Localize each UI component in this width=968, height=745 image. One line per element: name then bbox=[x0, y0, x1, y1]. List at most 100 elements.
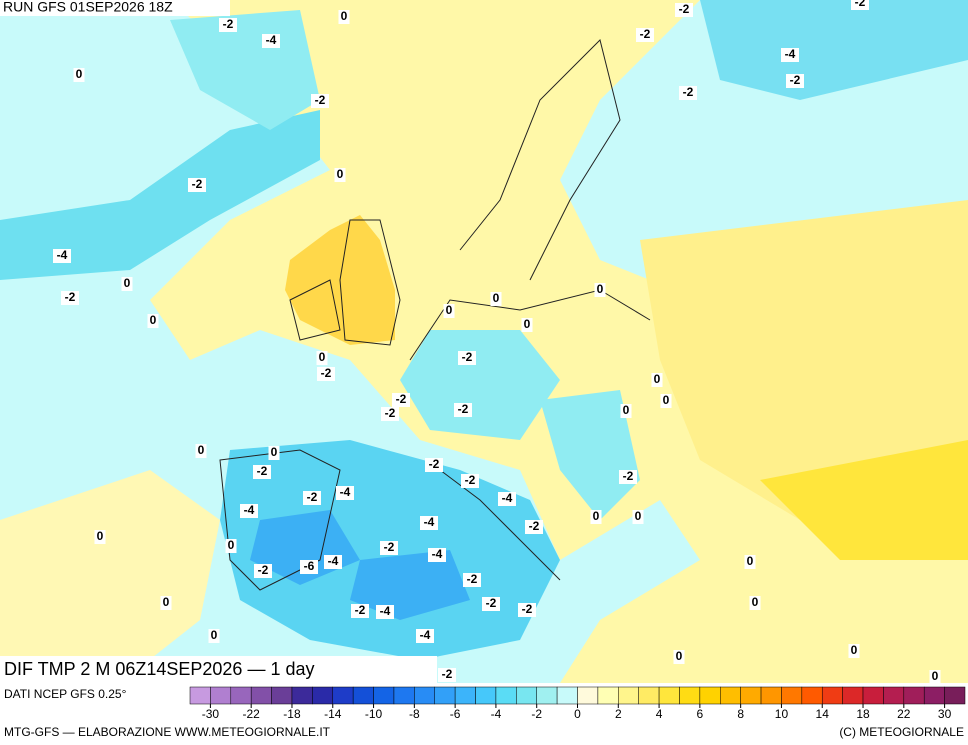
copyright-label: (C) METEOGIORNALE bbox=[839, 725, 964, 739]
contour-label-box bbox=[316, 351, 328, 365]
contour-label-box bbox=[147, 314, 159, 328]
contour-label-box bbox=[303, 491, 321, 505]
colorbar-swatch bbox=[454, 686, 476, 705]
contour-label: -2 bbox=[640, 27, 651, 41]
contour-label-box bbox=[392, 393, 410, 407]
contour-label: 0 bbox=[493, 291, 500, 305]
contour-label-box bbox=[675, 3, 693, 17]
contour-label: -6 bbox=[304, 559, 315, 573]
contour-label-box bbox=[781, 48, 799, 62]
colorbar-swatch bbox=[189, 686, 211, 705]
colorbar-tick-label: -14 bbox=[324, 707, 342, 721]
contour-label-box bbox=[619, 470, 637, 484]
colorbar-tick-label: 2 bbox=[615, 707, 622, 721]
contour-label: 0 bbox=[271, 445, 278, 459]
run-label: RUN GFS 01SEP2026 18Z bbox=[3, 0, 173, 15]
field-label: DIF TMP 2 M 06Z14SEP2026 — 1 day bbox=[4, 659, 314, 679]
coastline bbox=[289, 219, 401, 346]
colorbar-swatch bbox=[393, 686, 415, 705]
contour-label-box bbox=[428, 548, 446, 562]
credit-label: MTG-GFS — ELABORAZIONE WWW.METEOGIORNALE… bbox=[4, 725, 331, 739]
contour-label: -2 bbox=[396, 392, 407, 406]
contour-label-box bbox=[225, 539, 237, 553]
cool-area bbox=[0, 110, 320, 280]
contour-label: 0 bbox=[654, 372, 661, 386]
contour-label-box bbox=[660, 394, 672, 408]
contour-label-box bbox=[61, 291, 79, 305]
contour-label: -4 bbox=[432, 547, 443, 561]
colorbar-swatch bbox=[944, 686, 966, 705]
contour-label: -2 bbox=[623, 469, 634, 483]
colorbar-swatch bbox=[699, 686, 721, 705]
contour-label: -4 bbox=[420, 628, 431, 642]
contour-label: 0 bbox=[150, 313, 157, 327]
contour-label: -2 bbox=[315, 93, 326, 107]
contour-label: 0 bbox=[124, 276, 131, 290]
contour-label-box bbox=[929, 670, 941, 684]
colorbar-swatch bbox=[271, 686, 293, 705]
contour-label: -2 bbox=[458, 402, 469, 416]
colorbar-tick-label: -22 bbox=[243, 707, 261, 721]
colorbar-swatch bbox=[720, 686, 741, 705]
contour-label-box bbox=[268, 446, 280, 460]
colorbar-swatch bbox=[862, 686, 884, 705]
contour-label-box bbox=[254, 564, 272, 578]
colorbar-swatch bbox=[821, 686, 843, 705]
contour-label: -4 bbox=[340, 485, 351, 499]
contour-label: -2 bbox=[522, 602, 533, 616]
colorbar-swatch bbox=[658, 686, 680, 705]
contour-label-box bbox=[73, 68, 85, 82]
contour-label-box bbox=[632, 510, 644, 524]
contour-label: 0 bbox=[676, 649, 683, 663]
colorbar: -30 -22 -18 -14 -10 -8 -6 -4 -2 0 2 4 6 8 10 14 18 22 30 bbox=[189, 686, 966, 721]
contour-label-box bbox=[673, 650, 685, 664]
warm-area bbox=[0, 470, 220, 683]
contour-label: -4 bbox=[328, 554, 339, 568]
colorbar-swatch bbox=[516, 686, 537, 705]
colorbar-swatch bbox=[332, 686, 354, 705]
contour-label-box bbox=[240, 504, 258, 518]
coastline bbox=[219, 39, 651, 591]
colorbar-tick-label: 14 bbox=[816, 707, 830, 721]
contour-label-box bbox=[121, 277, 133, 291]
contour-label: -2 bbox=[467, 572, 478, 586]
contour-label: -4 bbox=[266, 33, 277, 47]
contour-label: 0 bbox=[663, 393, 670, 407]
contour-label-box bbox=[380, 541, 398, 555]
contour-label: -2 bbox=[679, 2, 690, 16]
cool-area bbox=[540, 390, 640, 520]
contour-label-box bbox=[482, 597, 500, 611]
contour-label: -2 bbox=[258, 563, 269, 577]
contour-label: 0 bbox=[198, 443, 205, 457]
colorbar-tick-label: 18 bbox=[856, 707, 870, 721]
colorbar-swatch bbox=[414, 686, 435, 705]
contour-label: 0 bbox=[932, 669, 939, 683]
contour-label-box bbox=[438, 668, 456, 682]
contour-label: -2 bbox=[465, 473, 476, 487]
colorbar-swatch bbox=[903, 686, 925, 705]
contour-label-box bbox=[454, 403, 472, 417]
contour-label: 0 bbox=[97, 529, 104, 543]
colorbar-swatch bbox=[679, 686, 701, 705]
contour-label-box bbox=[219, 18, 237, 32]
contour-label-box bbox=[300, 560, 318, 574]
contour-label: -2 bbox=[257, 464, 268, 478]
contour-label-box bbox=[525, 520, 543, 534]
colorbar-tick-label: -6 bbox=[450, 707, 461, 721]
warm-area bbox=[640, 200, 968, 520]
contour-label: 0 bbox=[228, 538, 235, 552]
colorbar-swatch bbox=[577, 686, 599, 705]
contour-label: 0 bbox=[635, 509, 642, 523]
contour-label: -4 bbox=[502, 491, 513, 505]
colorbar-swatch bbox=[740, 686, 762, 705]
contour-label: -2 bbox=[307, 490, 318, 504]
contour-label-box bbox=[188, 178, 206, 192]
contour-label-box bbox=[458, 351, 476, 365]
contour-label-box bbox=[334, 168, 346, 182]
contour-label-box bbox=[324, 555, 342, 569]
field-label-box bbox=[0, 656, 437, 683]
colorbar-tick-label: 22 bbox=[897, 707, 911, 721]
contour-label: -2 bbox=[790, 73, 801, 87]
contour-label-box bbox=[620, 404, 632, 418]
contour-label: -4 bbox=[785, 47, 796, 61]
